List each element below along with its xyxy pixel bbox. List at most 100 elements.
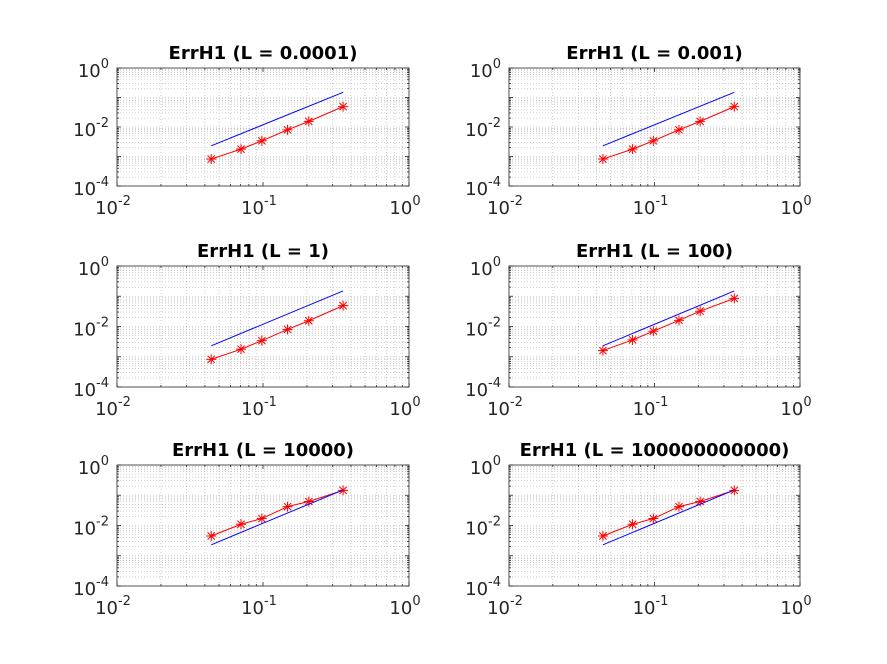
data-point bbox=[648, 135, 659, 146]
x-tick-label: 10-1 bbox=[241, 194, 277, 219]
tick-marks bbox=[508, 67, 801, 187]
y-tick-label: 100 bbox=[78, 255, 109, 280]
x-tick-label: 100 bbox=[389, 194, 420, 219]
asterisk-stroke bbox=[649, 136, 658, 145]
x-tick-label: 10-2 bbox=[487, 395, 523, 420]
x-tick-label: 100 bbox=[389, 594, 420, 619]
data-point bbox=[597, 154, 608, 165]
data-point bbox=[256, 135, 267, 146]
tick-marks bbox=[508, 265, 801, 388]
y-tick-label: 10-2 bbox=[465, 116, 501, 141]
x-tick-label: 10-2 bbox=[487, 594, 523, 619]
y-tick-label: 10-4 bbox=[73, 175, 109, 200]
asterisk-stroke bbox=[730, 102, 739, 111]
data-point bbox=[673, 315, 684, 326]
data-point bbox=[282, 501, 293, 512]
asterisk-stroke bbox=[283, 125, 292, 134]
subplot-title: ErrH1 (L = 10000) bbox=[172, 440, 354, 461]
asterisk-stroke bbox=[339, 301, 348, 310]
data-point bbox=[338, 300, 349, 311]
series-line-1 bbox=[211, 106, 344, 160]
asterisk-stroke bbox=[598, 346, 607, 355]
grid bbox=[509, 266, 800, 387]
asterisk-stroke bbox=[628, 145, 637, 154]
asterisk-stroke bbox=[207, 155, 216, 163]
series-line-2 bbox=[602, 91, 735, 147]
y-tick-label: 100 bbox=[470, 255, 501, 280]
data-point bbox=[627, 334, 638, 345]
asterisk-stroke bbox=[257, 514, 266, 523]
x-tick-label: 10-2 bbox=[487, 194, 523, 219]
data-point bbox=[206, 530, 217, 541]
grid bbox=[117, 465, 409, 586]
x-tick-label: 100 bbox=[780, 395, 811, 420]
subplot-title: ErrH1 (L = 1) bbox=[197, 241, 329, 262]
asterisk-stroke bbox=[628, 520, 637, 529]
series-line-2 bbox=[602, 489, 735, 546]
x-tick-label: 100 bbox=[389, 395, 420, 420]
y-tick-label: 100 bbox=[78, 57, 109, 82]
y-tick-label: 10-2 bbox=[73, 116, 109, 141]
asterisk-stroke bbox=[675, 316, 683, 325]
axes-background bbox=[117, 68, 409, 186]
asterisk-stroke bbox=[675, 125, 683, 134]
data-point bbox=[303, 116, 314, 127]
data-point bbox=[206, 354, 217, 365]
series-line-1 bbox=[211, 305, 344, 360]
tick-marks bbox=[508, 464, 801, 587]
y-tick-label: 100 bbox=[470, 57, 501, 82]
asterisk-stroke bbox=[598, 155, 607, 163]
y-tick-label: 10-2 bbox=[73, 316, 109, 341]
asterisk-stroke bbox=[696, 117, 705, 126]
y-tick-label: 100 bbox=[78, 454, 109, 479]
series-line-1 bbox=[602, 106, 735, 160]
y-tick-label: 10-4 bbox=[465, 175, 501, 200]
asterisk-stroke bbox=[730, 294, 739, 303]
data-point bbox=[673, 124, 684, 135]
data-point bbox=[303, 315, 314, 326]
data-point bbox=[282, 124, 293, 135]
grid bbox=[117, 266, 409, 387]
asterisk-stroke bbox=[649, 514, 658, 523]
data-point bbox=[597, 345, 608, 356]
series-line-1 bbox=[602, 489, 735, 537]
y-tick-label: 10-2 bbox=[465, 316, 501, 341]
data-point bbox=[729, 101, 740, 112]
data-point bbox=[256, 335, 267, 346]
axes-background bbox=[509, 68, 800, 186]
data-point bbox=[648, 326, 659, 337]
tick-marks bbox=[116, 464, 410, 587]
asterisk-stroke bbox=[696, 307, 705, 316]
asterisk-stroke bbox=[257, 136, 266, 145]
y-tick-label: 10-4 bbox=[73, 575, 109, 600]
series-line-2 bbox=[602, 290, 735, 347]
y-tick-label: 10-4 bbox=[465, 376, 501, 401]
series-line-2 bbox=[211, 489, 344, 546]
asterisk-stroke bbox=[207, 355, 216, 364]
data-point bbox=[206, 154, 217, 165]
series-line-1 bbox=[211, 489, 344, 537]
subplot-title: ErrH1 (L = 0.0001) bbox=[169, 43, 358, 64]
asterisk-stroke bbox=[304, 497, 313, 506]
asterisk-stroke bbox=[598, 532, 607, 540]
data-point bbox=[673, 501, 684, 512]
asterisk-stroke bbox=[237, 520, 245, 529]
data-point bbox=[627, 519, 638, 530]
data-point bbox=[236, 519, 247, 530]
subplot-title: ErrH1 (L = 100) bbox=[576, 241, 733, 262]
asterisk-stroke bbox=[283, 502, 292, 511]
data-point bbox=[338, 101, 349, 112]
y-tick-label: 10-4 bbox=[73, 376, 109, 401]
asterisk-stroke bbox=[649, 327, 658, 336]
asterisk-stroke bbox=[696, 497, 705, 506]
grid bbox=[509, 68, 800, 186]
y-tick-label: 10-2 bbox=[465, 515, 501, 540]
series-line-1 bbox=[602, 297, 735, 352]
data-point bbox=[695, 306, 706, 317]
data-point bbox=[256, 513, 267, 524]
data-point bbox=[236, 344, 247, 355]
series-line-2 bbox=[211, 91, 344, 147]
asterisk-stroke bbox=[675, 502, 683, 511]
